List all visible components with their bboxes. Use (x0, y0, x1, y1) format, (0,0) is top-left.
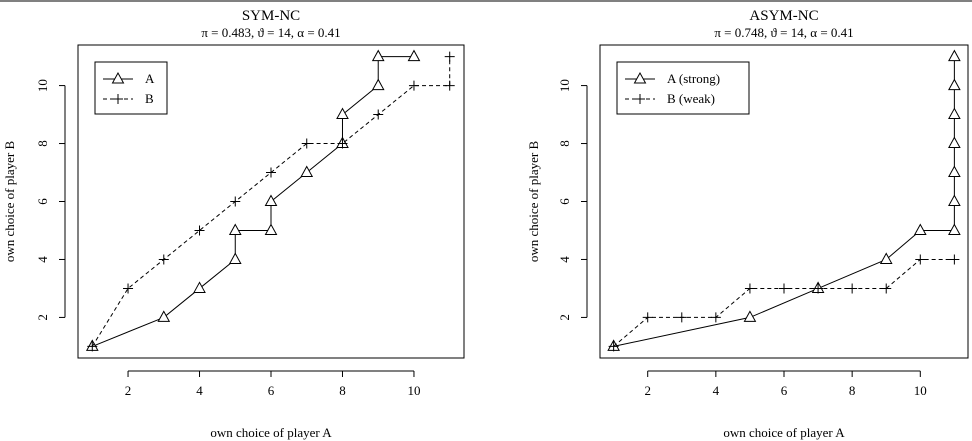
data-point-plus (408, 80, 419, 91)
y-tick-label: 6 (557, 198, 572, 205)
data-point-triangle (157, 310, 171, 322)
x-tick-label: 10 (914, 383, 927, 398)
y-tick-label: 4 (35, 256, 50, 263)
data-point-plus (744, 283, 755, 294)
data-point-plus (881, 283, 892, 294)
chart-title: SYM-NC (242, 8, 300, 24)
data-point-triangle (948, 107, 961, 120)
y-tick-label: 8 (35, 140, 50, 147)
data-point-triangle (913, 223, 927, 235)
legend-label: A (strong) (667, 71, 720, 86)
series-b-weak (608, 254, 960, 352)
data-point-triangle (228, 223, 242, 235)
data-point-plus (779, 283, 789, 294)
data-point-triangle (948, 194, 961, 206)
data-point-triangle (300, 165, 314, 178)
y-tick-label: 8 (557, 140, 572, 147)
data-point-plus (301, 138, 312, 149)
data-point-triangle (336, 107, 349, 120)
chart-title: ASYM-NC (749, 8, 818, 24)
data-point-plus (847, 283, 858, 294)
y-tick-label: 6 (35, 198, 50, 205)
data-point-plus (123, 283, 134, 294)
y-tick-label: 2 (557, 314, 572, 321)
data-point-plus (266, 167, 276, 178)
data-point-triangle (948, 49, 961, 62)
data-point-triangle (743, 310, 757, 322)
y-tick-label: 2 (35, 314, 50, 321)
legend-label: A (145, 71, 155, 86)
x-tick-label: 4 (713, 383, 720, 398)
data-point-plus (949, 254, 960, 265)
legend: A (strong) B (weak) (616, 61, 750, 115)
x-tick-label: 6 (781, 383, 788, 398)
chart-subtitle: π = 0.748, ϑ = 14, α = 0.41 (714, 25, 853, 40)
legend-label: B (weak) (667, 91, 715, 106)
data-point-plus (194, 225, 205, 236)
legend: AB (94, 61, 168, 115)
data-point-plus (608, 341, 619, 352)
x-tick-label: 8 (339, 383, 346, 398)
data-point-triangle (193, 281, 206, 293)
data-point-plus (87, 341, 98, 352)
legend-marker-plus (113, 94, 123, 104)
x-tick-label: 8 (849, 383, 856, 398)
plot-area-frame (77, 44, 465, 359)
legend-marker-triangle (633, 71, 647, 84)
data-point-triangle (948, 223, 961, 235)
data-point-plus (158, 254, 169, 265)
x-tick-label: 6 (268, 383, 275, 398)
data-point-plus (915, 254, 926, 265)
data-point-triangle (228, 252, 242, 264)
plot-area-frame (599, 44, 969, 359)
data-point-triangle (371, 78, 385, 91)
series-a (85, 49, 421, 351)
legend-label: B (145, 91, 154, 106)
data-point-plus (444, 80, 455, 91)
x-tick-label: 2 (644, 383, 651, 398)
y-axis-label: own choice of player B (526, 141, 541, 263)
legend-marker-triangle (111, 71, 125, 84)
x-axis-label: own choice of player A (723, 425, 845, 440)
data-point-triangle (407, 49, 421, 62)
data-point-triangle (264, 223, 278, 235)
x-axis-label: own choice of player A (210, 425, 332, 440)
legend-box (616, 61, 750, 115)
legend-box (94, 61, 168, 115)
data-point-plus (710, 312, 721, 323)
data-point-plus (337, 138, 348, 149)
data-point-triangle (371, 49, 385, 62)
series-b (87, 51, 455, 352)
data-point-plus (813, 283, 824, 294)
data-point-plus (230, 196, 241, 207)
data-point-plus (642, 312, 653, 323)
y-axis-label: own choice of player B (2, 141, 17, 263)
chart-subtitle: π = 0.483, ϑ = 14, α = 0.41 (201, 25, 340, 40)
data-point-triangle (948, 78, 961, 91)
y-tick-label: 10 (35, 79, 50, 92)
series-line (91, 56, 451, 347)
data-point-plus (373, 109, 384, 120)
data-point-triangle (948, 165, 961, 178)
y-tick-label: 4 (557, 256, 572, 263)
x-tick-label: 10 (407, 383, 420, 398)
data-point-plus (676, 312, 687, 323)
x-tick-label: 4 (196, 383, 203, 398)
data-point-triangle (264, 194, 278, 206)
chart-panel-1: SYM-NCπ = 0.483, ϑ = 14, α = 0.41 2 4 6 8 10 o… (2, 8, 465, 440)
data-point-plus (444, 51, 455, 62)
chart-panel-2: ASYM-NCπ = 0.748, ϑ = 14, α = 0.41 2 4 6 8 10… (526, 8, 969, 440)
legend-marker-plus (635, 94, 645, 104)
data-point-triangle (948, 136, 961, 149)
data-point-triangle (879, 252, 893, 264)
y-tick-label: 10 (557, 79, 572, 92)
x-tick-label: 2 (125, 383, 132, 398)
